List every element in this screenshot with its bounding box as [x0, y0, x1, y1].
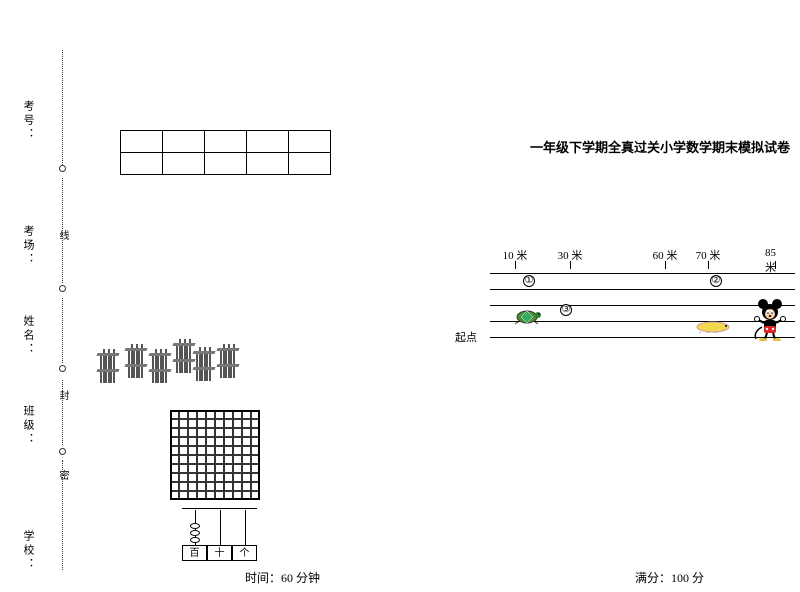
place-label: 个	[232, 545, 257, 561]
stick-bundle	[152, 345, 168, 383]
exam-title: 一年级下学期全真过关小学数学期末模拟试卷	[530, 137, 790, 156]
lane-number: ②	[710, 275, 722, 287]
place-label: 十	[207, 545, 232, 561]
binding-label: 学校：	[20, 530, 36, 572]
stick-bundle	[100, 345, 116, 383]
stick-bundle	[196, 343, 212, 381]
hundred-grid	[170, 410, 260, 500]
binding-label: 姓名：	[20, 315, 36, 357]
mickey-mouse-icon	[753, 297, 787, 345]
lane-number: ③	[560, 304, 572, 316]
turtle-icon	[513, 307, 541, 329]
time-limit: 时间：60 分钟	[245, 569, 320, 586]
binding-label: 考号：	[20, 100, 36, 142]
full-score: 满分：100 分	[635, 569, 704, 586]
place-value-abacus: 百十个	[182, 505, 257, 565]
blank-grid-table	[120, 130, 331, 175]
start-label: 起点	[455, 329, 477, 345]
lane-number: ①	[523, 275, 535, 287]
tally-bundles	[100, 335, 260, 395]
binding-label: 班级：	[20, 405, 36, 447]
worm-icon	[695, 319, 731, 337]
stick-bundle	[176, 335, 192, 373]
stick-bundle	[220, 340, 236, 378]
stick-bundle	[128, 340, 144, 378]
place-label: 百	[182, 545, 207, 561]
race-track-diagram: 10 米30 米60 米70 米85 米起点①③②	[455, 247, 795, 357]
binding-label: 考场：	[20, 225, 36, 267]
